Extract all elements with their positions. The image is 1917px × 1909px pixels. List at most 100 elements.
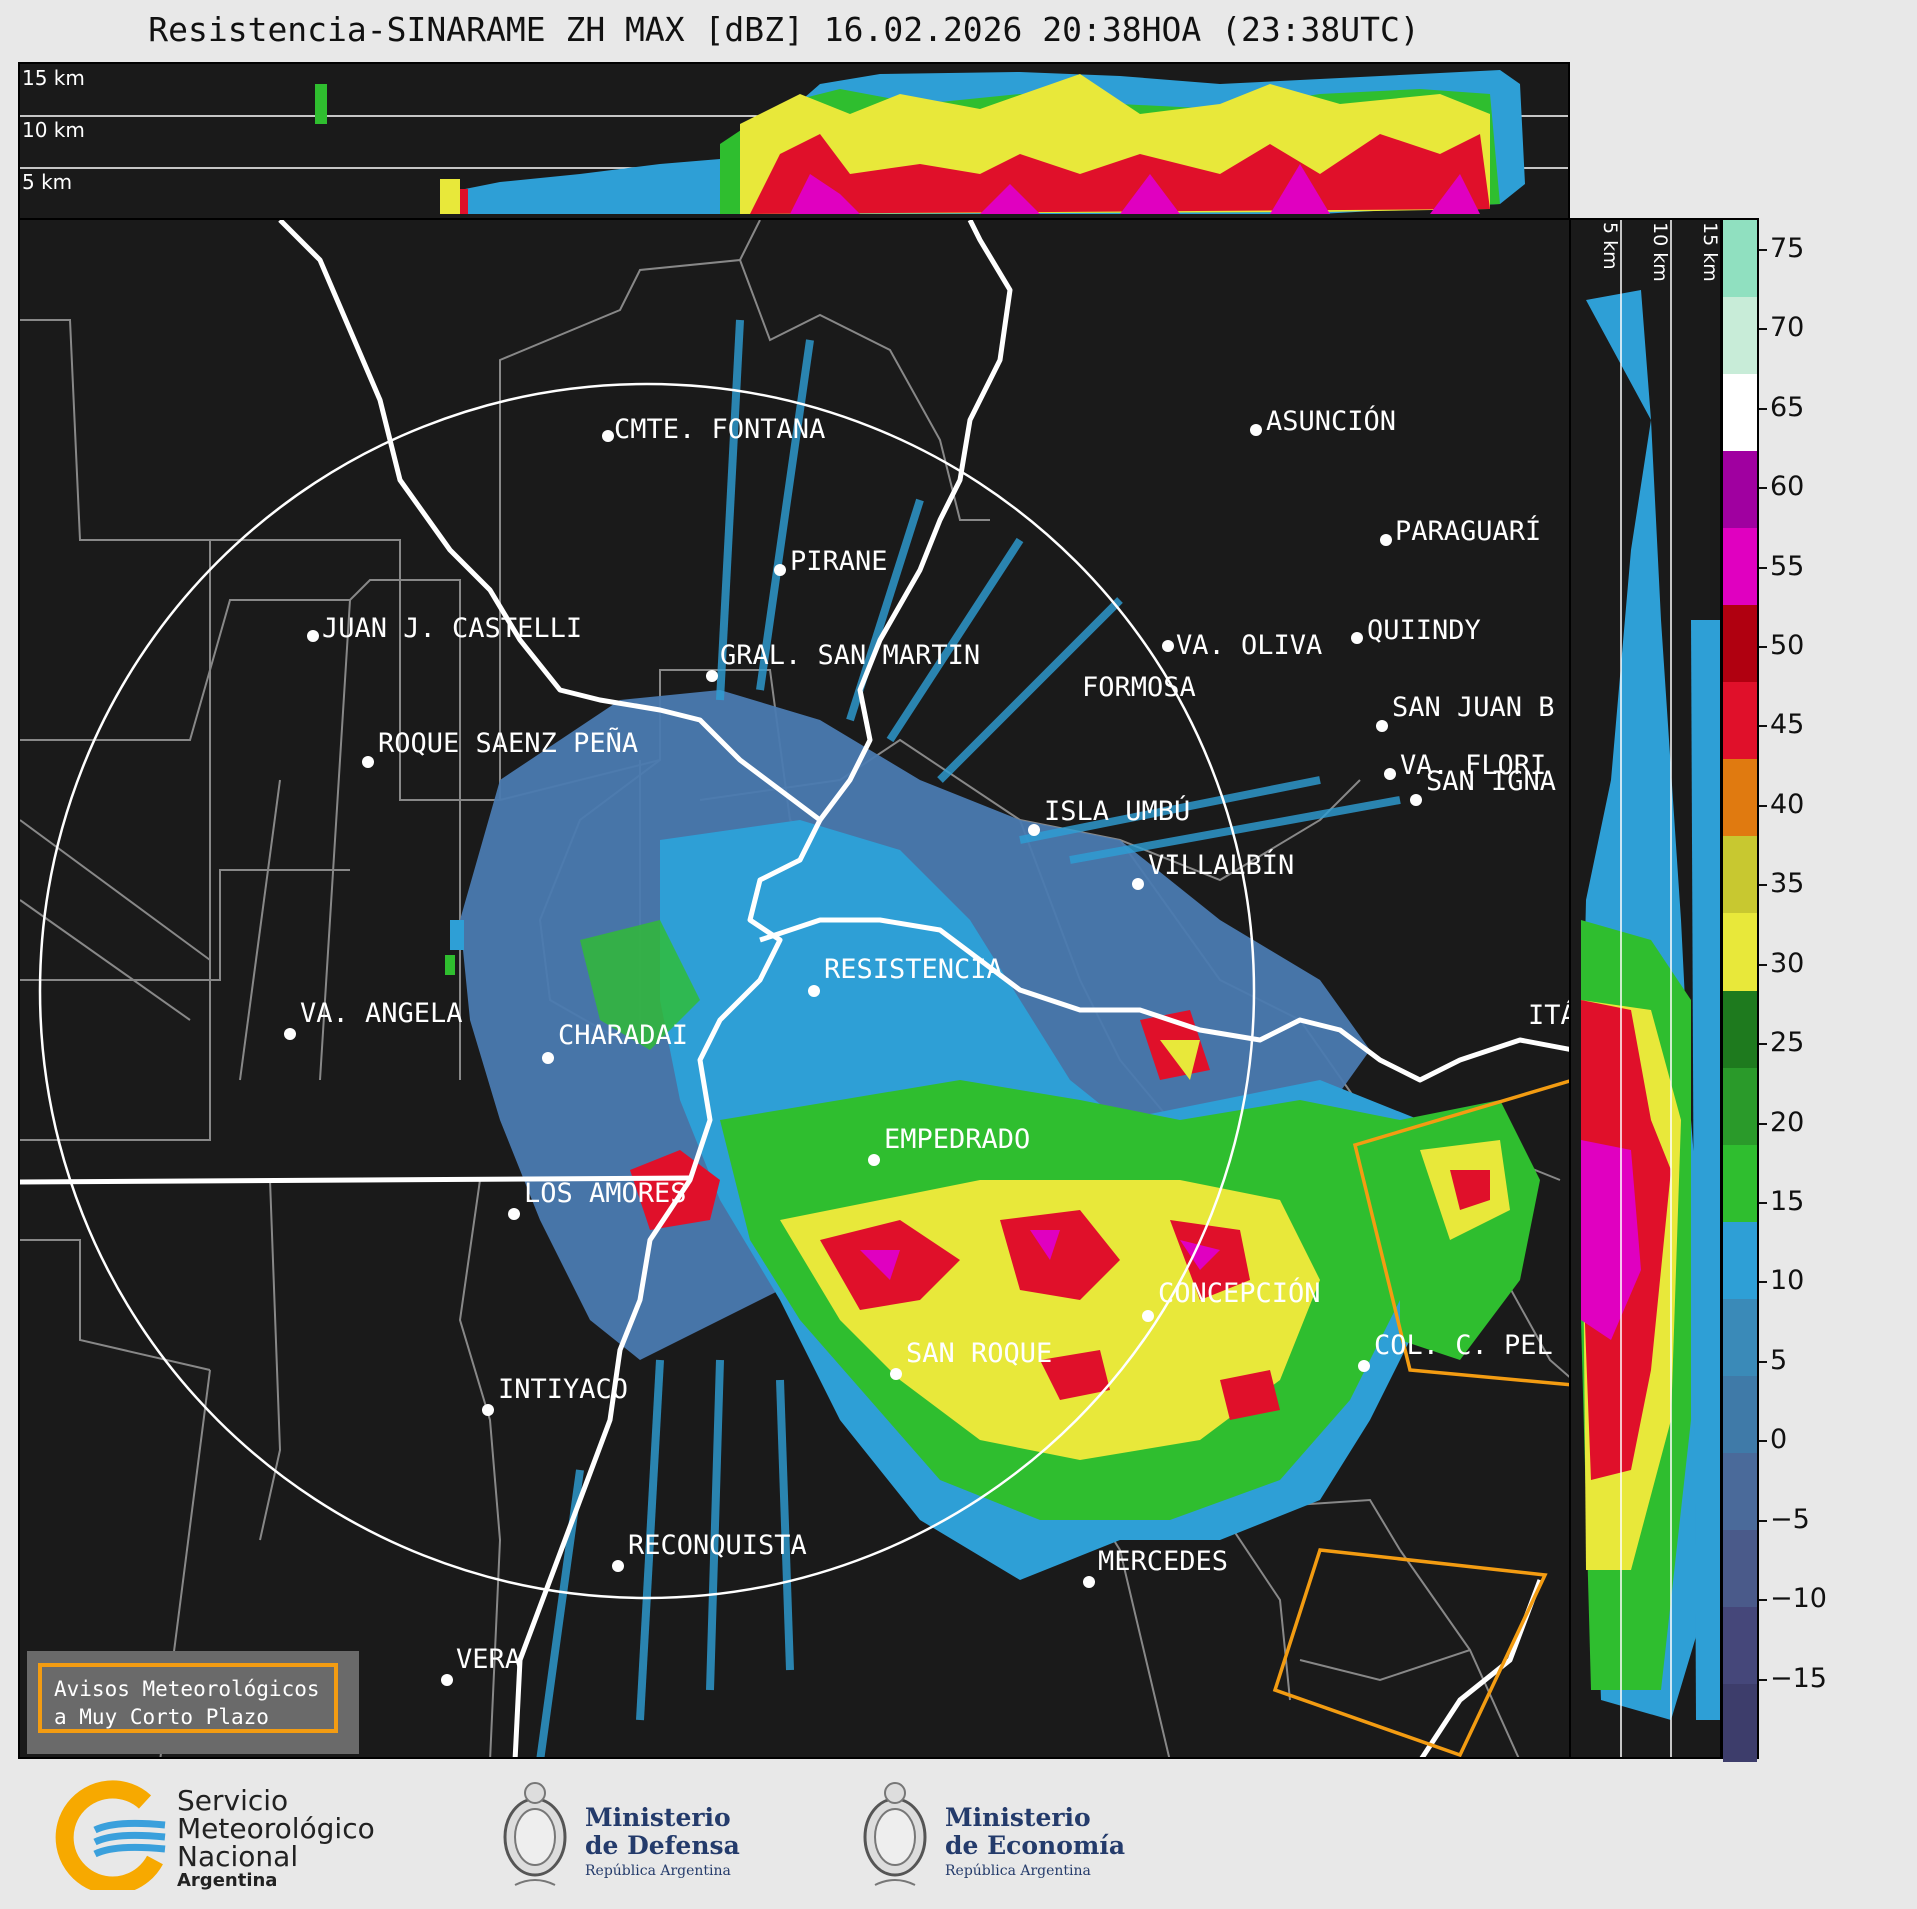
defensa-line2: de Defensa — [585, 1831, 740, 1860]
city-label-va-flori: VA. FLORI — [1400, 750, 1547, 781]
radar-map-panel[interactable]: CMTE. FONTANA ASUNCIÓN PIRANE PARAGUARÍ … — [18, 218, 1571, 1759]
colorbar-segment — [1723, 297, 1757, 376]
colorbar-segment — [1723, 682, 1757, 761]
colorbar-tickmark — [1759, 1599, 1767, 1602]
city-dot — [542, 1052, 554, 1064]
warning-polygons — [1272, 1079, 1569, 1757]
colorbar-tick-label: 60 — [1770, 471, 1805, 503]
city-dot — [482, 1404, 494, 1416]
city-label-san-roque: SAN ROQUE — [906, 1338, 1053, 1369]
city-dot — [1132, 878, 1144, 890]
colorbar-tick-label: 75 — [1770, 232, 1805, 264]
city-dot — [1142, 1310, 1154, 1322]
colorbar-tickmark — [1759, 725, 1767, 728]
city-dot — [602, 430, 614, 442]
city-label-reconquista: RECONQUISTA — [628, 1530, 807, 1561]
warning-frame: Avisos Meteorológicos a Muy Corto Plazo — [38, 1663, 338, 1733]
colorbar-tick-label: −10 — [1770, 1583, 1827, 1615]
smn-logo[interactable]: Servicio Meteorológico Nacional Argentin… — [55, 1780, 395, 1891]
city-label-charadai: CHARADAI — [558, 1020, 689, 1051]
city-label-los-amores: LOS AMORES — [524, 1178, 687, 1209]
side-altitude-label-15km: 15 km — [1699, 222, 1721, 282]
economia-line2: de Economía — [945, 1831, 1126, 1860]
side-altitude-label-5km: 5 km — [1599, 222, 1621, 270]
city-dot — [1083, 1576, 1095, 1588]
side-cross-section-plot — [1581, 220, 1720, 1757]
smn-line2: Meteorológico — [177, 1812, 375, 1845]
city-dot — [612, 1560, 624, 1572]
city-dot — [1410, 794, 1422, 806]
colorbar-tick-label: 35 — [1770, 868, 1805, 900]
top-cross-section-plot — [20, 70, 1568, 214]
smn-line3: Nacional — [177, 1840, 299, 1873]
warning-button[interactable]: Avisos Meteorológicos a Muy Corto Plazo — [27, 1651, 359, 1754]
city-dot — [441, 1674, 453, 1686]
city-label-gral-san-martin: GRAL. SAN MARTIN — [720, 640, 981, 671]
colorbar-tickmark — [1759, 1043, 1767, 1046]
economia-line3: República Argentina — [945, 1863, 1091, 1879]
colorbar-segment — [1723, 1606, 1757, 1685]
city-dot — [1376, 720, 1388, 732]
city-label-va-oliva: VA. OLIVA — [1176, 630, 1323, 661]
colorbar-tickmark — [1759, 566, 1767, 569]
city-label-cmte-fontana: CMTE. FONTANA — [614, 414, 826, 445]
city-label-empedrado: EMPEDRADO — [884, 1124, 1031, 1155]
colorbar-tick-label: 45 — [1770, 709, 1805, 741]
city-dot — [1358, 1360, 1370, 1372]
city-dot — [362, 756, 374, 768]
colorbar-segment — [1723, 528, 1757, 607]
smn-logo-icon — [55, 1780, 166, 1890]
colorbar-tick-label: 20 — [1770, 1106, 1805, 1138]
city-dot — [1028, 824, 1040, 836]
colorbar-segment — [1723, 836, 1757, 915]
city-label-san-juan-b: SAN JUAN B — [1392, 692, 1555, 723]
city-label-va-angela: VA. ANGELA — [300, 998, 463, 1029]
city-label-paraguari: PARAGUARÍ — [1395, 516, 1542, 547]
economia-line1: Ministerio — [945, 1803, 1091, 1832]
economia-logo[interactable]: Ministerio de Economía República Argenti… — [855, 1775, 1155, 1895]
city-label-san-igna: SAN IGNA — [1426, 766, 1557, 797]
smn-line1: Servicio — [177, 1784, 289, 1817]
colorbar-tickmark — [1759, 487, 1767, 490]
city-dot — [508, 1208, 520, 1220]
colorbar-tick-label: 70 — [1770, 312, 1805, 344]
side-cross-section-panel: 5 km 10 km 15 km — [1569, 218, 1722, 1759]
dbz-colorbar — [1721, 218, 1759, 1762]
city-label-isla-umbu: ISLA UMBÚ — [1044, 796, 1191, 827]
city-dot — [1380, 534, 1392, 546]
city-label-mercedes: MERCEDES — [1098, 1546, 1229, 1577]
colorbar-segment — [1723, 1144, 1757, 1223]
radar-map — [20, 220, 1569, 1757]
city-dot — [1351, 632, 1363, 644]
colorbar-tick-label: 0 — [1770, 1424, 1788, 1456]
colorbar-tickmark — [1759, 1519, 1767, 1522]
colorbar-tick-label: 55 — [1770, 550, 1805, 582]
city-label-resistencia: RESISTENCIA — [824, 954, 1003, 985]
city-dot — [284, 1028, 296, 1040]
colorbar-tickmark — [1759, 1678, 1767, 1681]
altitude-label-10km: 10 km — [22, 118, 85, 142]
city-label-ita: ITÁ — [1528, 1000, 1569, 1031]
colorbar-tickmark — [1759, 407, 1767, 410]
warning-text: Avisos Meteorológicos a Muy Corto Plazo — [54, 1675, 320, 1731]
radar-range-circle — [38, 382, 1256, 1600]
economia-seal-icon — [863, 1782, 927, 1886]
city-dot — [774, 564, 786, 576]
city-label-pirane: PIRANE — [790, 546, 888, 577]
colorbar-segment — [1723, 1067, 1757, 1146]
colorbar-segment — [1723, 759, 1757, 838]
city-label-juan-j-castelli: JUAN J. CASTELLI — [322, 613, 583, 644]
colorbar-segment — [1723, 605, 1757, 684]
colorbar-segment — [1723, 990, 1757, 1069]
defensa-logo[interactable]: Ministerio de Defensa República Argentin… — [495, 1775, 795, 1895]
city-label-concepcion: CONCEPCIÓN — [1158, 1278, 1321, 1309]
city-label-vera: VERA — [456, 1644, 522, 1675]
warning-line2: a Muy Corto Plazo — [54, 1705, 269, 1729]
city-label-asuncion: ASUNCIÓN — [1266, 406, 1397, 437]
city-dot — [808, 985, 820, 997]
rivers-borders — [20, 220, 1569, 1757]
city-dot — [868, 1154, 880, 1166]
city-label-formosa: FORMOSA — [1082, 672, 1196, 703]
page-title: Resistencia-SINARAME ZH MAX [dBZ] 16.02.… — [148, 10, 1420, 49]
city-label-roque-saenz-pena: ROQUE SAENZ PEÑA — [378, 728, 639, 759]
